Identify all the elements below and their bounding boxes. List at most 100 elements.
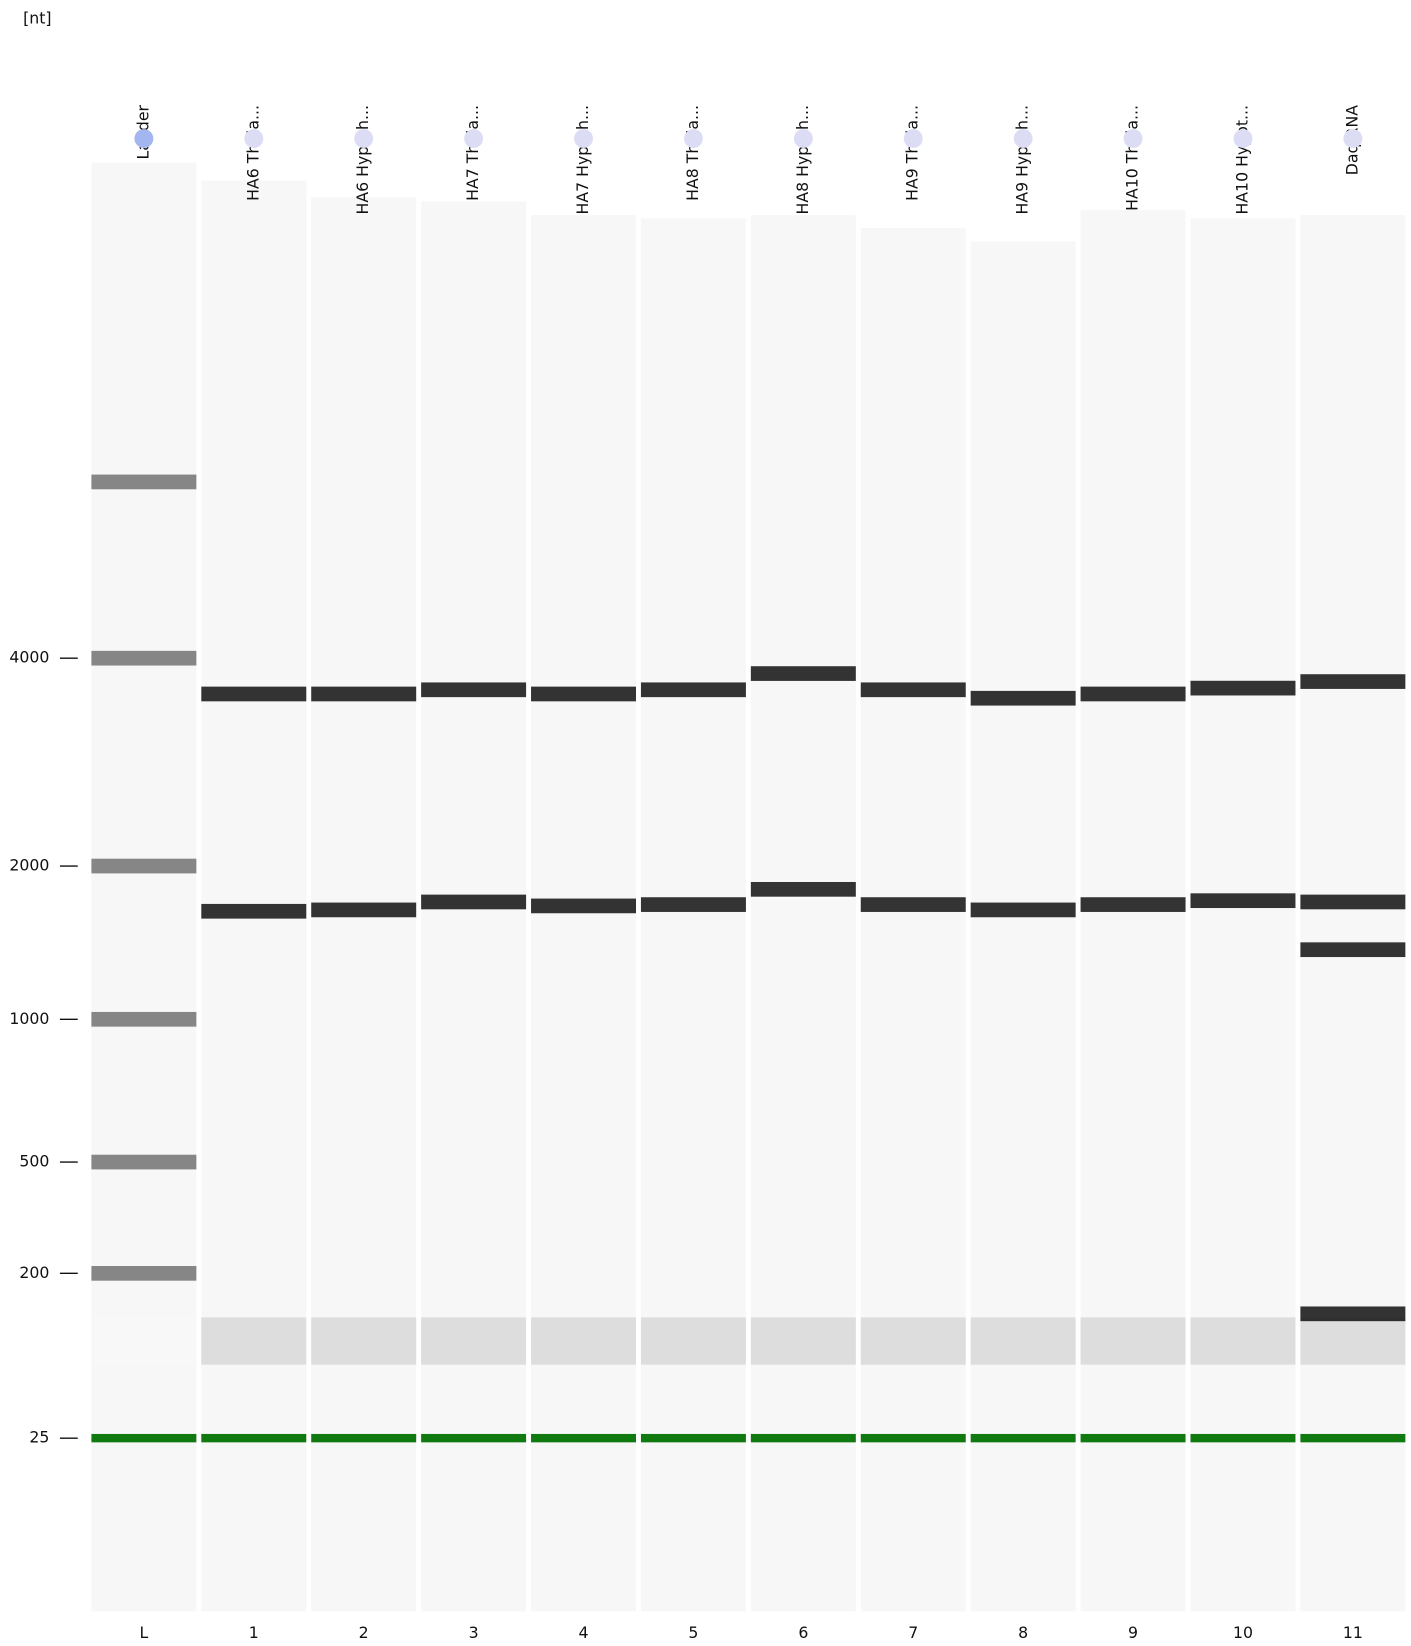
lane-number: 7 [908, 1623, 918, 1642]
band [1300, 894, 1406, 910]
marker-band [1080, 1433, 1186, 1443]
lane-background [1300, 215, 1406, 1612]
band [531, 898, 637, 914]
lane-label: HA6 Hypoth... [353, 105, 372, 215]
lane-indicator [1013, 129, 1033, 149]
lane-indicator [1123, 129, 1143, 149]
band [1190, 893, 1296, 909]
lane-number: 3 [469, 1623, 479, 1642]
lane-indicator [903, 129, 923, 149]
marker-band [531, 1433, 637, 1443]
lane-number: 10 [1233, 1623, 1253, 1642]
lane-smear [421, 1317, 527, 1365]
lane-smear [1080, 1317, 1186, 1365]
axis-unit: [nt] [23, 8, 51, 27]
band [640, 897, 746, 912]
y-tick-label: 200 [19, 1263, 49, 1282]
band [201, 686, 307, 702]
band [970, 690, 1076, 706]
band [91, 1154, 197, 1170]
band [421, 894, 527, 910]
lane-label: HA9 Thala... [903, 105, 922, 201]
band [311, 686, 417, 702]
lane-number: L [139, 1623, 148, 1642]
lane-label: HA8 Thala... [683, 105, 702, 201]
lane-indicator [1233, 129, 1253, 149]
lane-background [860, 227, 966, 1612]
lane-background [750, 215, 856, 1612]
lane-smear [640, 1317, 746, 1365]
band [91, 858, 197, 874]
lane-number: 5 [688, 1623, 698, 1642]
y-tick-label: 4000 [9, 648, 49, 667]
y-tick-label: 1000 [9, 1009, 49, 1028]
band [970, 902, 1076, 918]
lane-smear [311, 1317, 417, 1365]
lane-smear [91, 1317, 197, 1365]
lane-label: HA10 Hypot... [1232, 105, 1251, 215]
marker-band [970, 1433, 1076, 1443]
lane-indicator [793, 129, 813, 149]
band [531, 686, 637, 702]
lane-smear [970, 1317, 1076, 1365]
band [750, 881, 856, 897]
lane-smear [1300, 1317, 1406, 1365]
lane-background [1190, 218, 1296, 1612]
lane-indicator [574, 129, 593, 149]
band [860, 682, 966, 698]
band [201, 903, 307, 919]
marker-band [201, 1433, 307, 1443]
lane-smear [1190, 1317, 1296, 1365]
band [311, 902, 417, 918]
lane-smear [201, 1317, 307, 1365]
band [91, 1265, 197, 1281]
marker-band [640, 1433, 746, 1443]
band [1300, 674, 1406, 689]
band [1300, 1306, 1406, 1322]
lane-background [531, 215, 637, 1612]
lane-label: HA10 Thala... [1123, 105, 1142, 211]
y-tick-label: 500 [19, 1152, 49, 1171]
lane-number: 4 [579, 1623, 589, 1642]
lane-smear [860, 1317, 966, 1365]
lane-number: 9 [1128, 1623, 1138, 1642]
lane-indicator [354, 129, 374, 149]
band [1190, 680, 1296, 696]
lane-label: HA7 Thala... [463, 105, 482, 201]
y-tick-label: 2000 [9, 856, 49, 875]
band [750, 666, 856, 681]
lane-indicator [683, 129, 703, 149]
band [91, 1011, 197, 1027]
lane-background [91, 162, 197, 1612]
band [91, 474, 197, 490]
lane-number: 1 [249, 1623, 259, 1642]
lane-label: HA6 Thala... [243, 105, 262, 201]
lane-indicator [134, 129, 154, 149]
band [640, 682, 746, 698]
band [1080, 686, 1186, 702]
band [91, 650, 197, 666]
lane-background [640, 218, 746, 1612]
y-tick-label: 25 [29, 1428, 49, 1447]
lane-number: 11 [1343, 1623, 1363, 1642]
marker-band [311, 1433, 417, 1443]
marker-band [1300, 1433, 1406, 1443]
lane-label: HA8 Hypoth... [793, 105, 812, 215]
lane-indicator [1343, 129, 1363, 149]
band [860, 897, 966, 912]
lane-smear [750, 1317, 856, 1365]
marker-band [91, 1433, 197, 1443]
lane-indicator [244, 129, 264, 149]
marker-band [860, 1433, 966, 1443]
lane-label: HA9 Hypoth... [1013, 105, 1032, 215]
lane-indicator [464, 129, 484, 149]
band [1080, 897, 1186, 912]
lane-number: 2 [359, 1623, 369, 1642]
lane-number: 6 [798, 1623, 808, 1642]
lane-label: HA7 Hypoth... [573, 105, 592, 215]
marker-band [421, 1433, 527, 1443]
lane-background [201, 180, 307, 1612]
marker-band [750, 1433, 856, 1443]
lane-number: 8 [1018, 1623, 1028, 1642]
